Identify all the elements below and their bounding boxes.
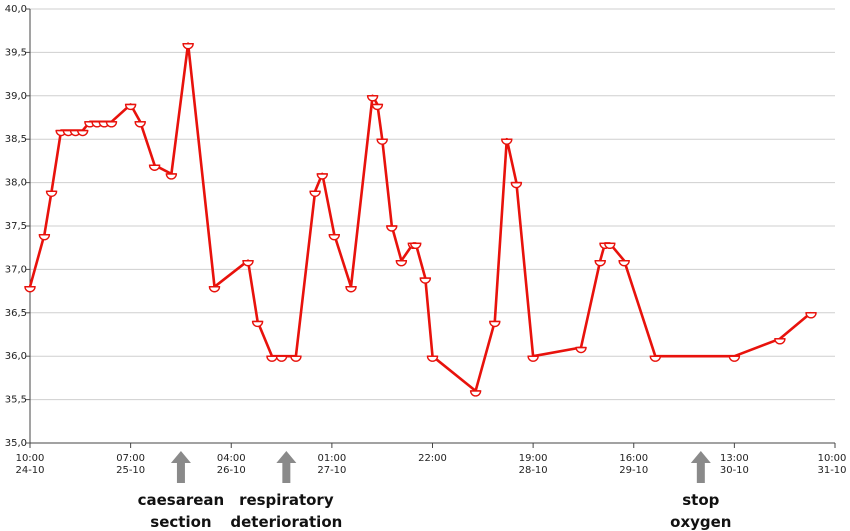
data-point bbox=[328, 233, 340, 241]
data-point bbox=[501, 138, 513, 145]
y-tick-label: 38,0 bbox=[5, 178, 27, 189]
data-point bbox=[376, 138, 388, 145]
x-tick-time-label: 13:00 bbox=[720, 453, 749, 464]
data-point bbox=[77, 129, 89, 137]
data-point bbox=[410, 242, 422, 249]
x-tick-time-label: 07:00 bbox=[116, 453, 145, 464]
data-point bbox=[728, 355, 741, 362]
data-point bbox=[366, 95, 379, 102]
y-tick-label: 36,5 bbox=[5, 308, 27, 319]
data-point bbox=[148, 164, 161, 171]
annotation-label: caesarean bbox=[138, 491, 225, 509]
data-point bbox=[316, 173, 328, 180]
x-tick-time-label: 04:00 bbox=[217, 453, 246, 464]
x-tick-date-label: 25-10 bbox=[116, 465, 145, 476]
x-tick-date-label: 29-10 bbox=[619, 465, 648, 476]
data-point bbox=[805, 312, 817, 319]
x-tick-date-label: 31-10 bbox=[817, 465, 846, 476]
y-tick-label: 35,0 bbox=[5, 438, 27, 449]
data-point bbox=[208, 286, 221, 293]
data-point bbox=[510, 181, 523, 189]
data-point bbox=[575, 346, 587, 354]
data-point bbox=[45, 190, 58, 197]
annotation-arrow bbox=[690, 451, 711, 483]
axes bbox=[26, 8, 836, 448]
data-point bbox=[469, 390, 482, 397]
data-point bbox=[290, 355, 302, 362]
data-point bbox=[395, 260, 408, 267]
x-tick-time-label: 19:00 bbox=[519, 453, 548, 464]
y-tick-label: 39,5 bbox=[5, 47, 27, 58]
x-tick-time-label: 10:00 bbox=[818, 453, 847, 464]
x-tick-time-label: 01:00 bbox=[317, 453, 346, 464]
data-point bbox=[124, 103, 137, 111]
data-point bbox=[134, 121, 146, 128]
x-tick-time-label: 22:00 bbox=[418, 453, 447, 464]
data-point bbox=[182, 43, 194, 50]
annotation-label: stop bbox=[682, 491, 719, 509]
x-tick-date-label: 30-10 bbox=[720, 465, 749, 476]
annotation-label: respiratory bbox=[239, 491, 334, 509]
x-tick-date-label: 24-10 bbox=[15, 465, 44, 476]
data-point bbox=[275, 355, 288, 362]
gridlines bbox=[30, 8, 835, 444]
x-tick-date-label: 26-10 bbox=[217, 465, 246, 476]
data-point bbox=[165, 173, 178, 180]
data-point bbox=[618, 260, 630, 267]
y-tick-label: 40,0 bbox=[5, 4, 27, 15]
x-axis-ticks: 10:0024-1007:0025-1004:0026-1001:0027-10… bbox=[15, 453, 846, 476]
annotation-label: section bbox=[150, 513, 211, 531]
y-tick-label: 36,0 bbox=[5, 351, 27, 362]
annotation-label: deterioration bbox=[230, 513, 342, 531]
annotations: caesarean section respiratory deterioration… bbox=[138, 451, 732, 531]
annotation-arrow bbox=[170, 451, 191, 483]
data-point bbox=[604, 242, 616, 249]
y-axis-ticks: 35,0 35,5 36,0 36,5 37,0 37,5 38,0 38,5 39,0 39,5… bbox=[5, 4, 27, 449]
data-point bbox=[527, 355, 539, 362]
annotation-arrow bbox=[276, 451, 297, 483]
y-tick-label: 39,0 bbox=[5, 91, 27, 102]
data-point bbox=[386, 225, 398, 232]
series-layer bbox=[24, 42, 817, 397]
x-tick-date-label: 27-10 bbox=[317, 465, 346, 476]
data-point bbox=[266, 355, 278, 362]
data-point bbox=[38, 233, 51, 241]
x-tick-time-label: 16:00 bbox=[619, 453, 648, 464]
data-point bbox=[594, 260, 606, 267]
data-point bbox=[24, 286, 36, 293]
data-point bbox=[309, 190, 321, 197]
data-point bbox=[345, 286, 357, 293]
data-point bbox=[489, 320, 501, 328]
annotation-label: oxygen bbox=[670, 513, 731, 531]
data-point bbox=[251, 320, 264, 328]
y-tick-label: 38,5 bbox=[5, 134, 27, 145]
y-tick-label: 35,5 bbox=[5, 395, 27, 406]
data-point bbox=[426, 355, 439, 362]
data-point bbox=[649, 355, 662, 362]
data-point bbox=[371, 103, 384, 111]
data-point bbox=[419, 277, 432, 284]
data-point bbox=[242, 260, 254, 267]
data-point bbox=[105, 121, 118, 128]
y-tick-label: 37,0 bbox=[5, 264, 27, 275]
x-tick-time-label: 10:00 bbox=[16, 453, 45, 464]
y-tick-label: 37,5 bbox=[5, 221, 27, 232]
x-tick-date-label: 28-10 bbox=[519, 465, 548, 476]
data-point bbox=[774, 338, 786, 345]
